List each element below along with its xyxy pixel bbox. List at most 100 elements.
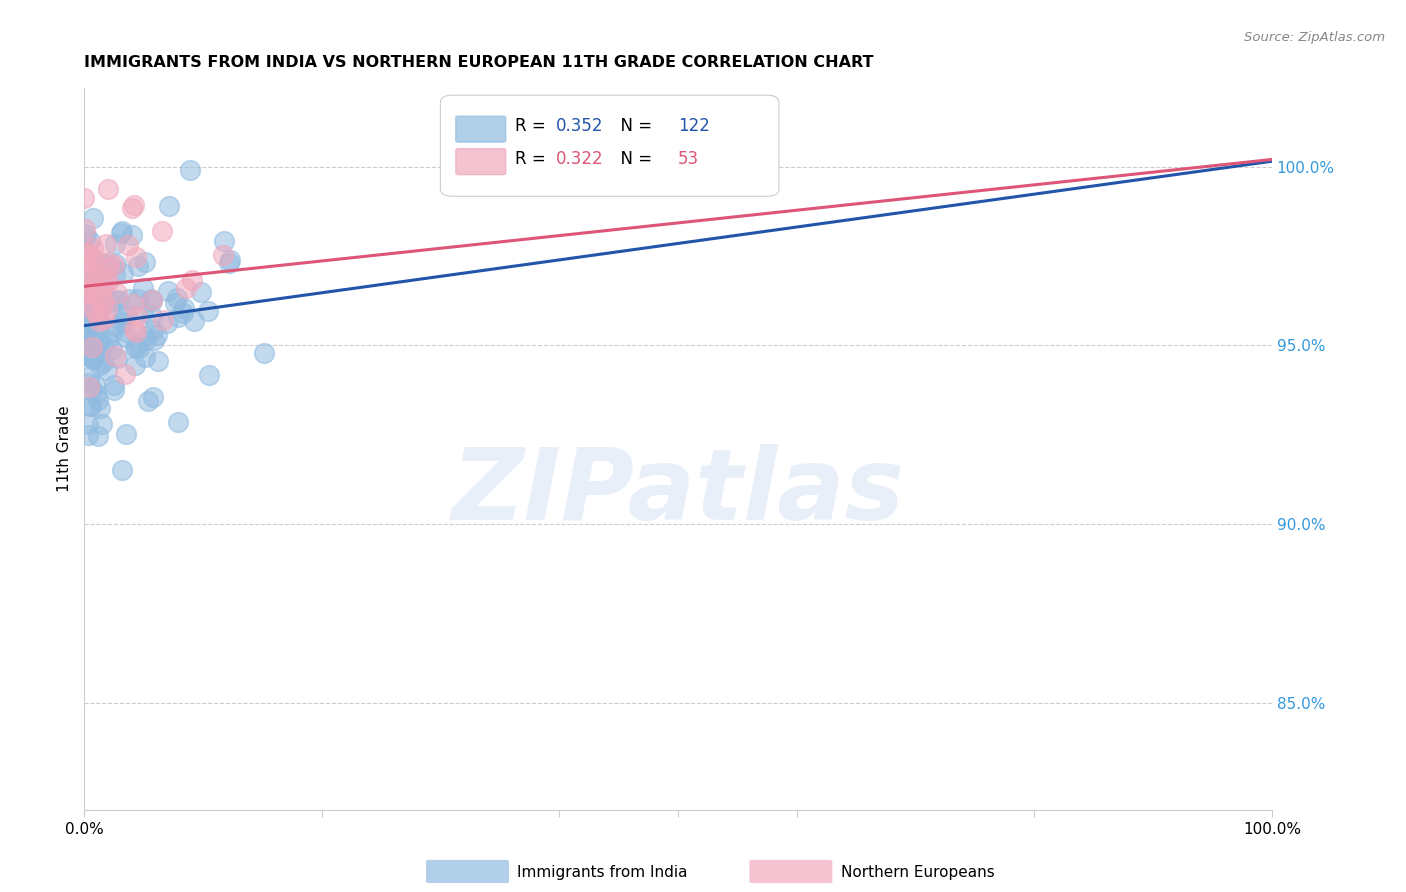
Point xyxy=(86,429,108,443)
Point xyxy=(181,273,204,287)
Point xyxy=(127,309,149,323)
Point xyxy=(131,281,153,295)
Point xyxy=(172,306,194,320)
Point xyxy=(91,293,114,308)
Point xyxy=(87,392,110,407)
Point xyxy=(117,237,139,252)
Point xyxy=(198,368,221,383)
Point xyxy=(111,224,134,238)
Point xyxy=(148,354,170,368)
Point xyxy=(77,417,100,431)
Point xyxy=(93,312,115,326)
Point xyxy=(91,297,114,311)
Point xyxy=(83,252,105,267)
Point xyxy=(87,314,110,328)
Point xyxy=(75,231,97,245)
Point xyxy=(101,342,124,356)
Point xyxy=(110,226,132,240)
Point xyxy=(122,297,145,311)
Point xyxy=(127,293,149,307)
Point xyxy=(212,234,235,248)
Point xyxy=(114,308,136,322)
Point xyxy=(114,367,136,381)
Point xyxy=(82,334,104,348)
Point xyxy=(103,377,125,392)
Point xyxy=(211,248,233,262)
Point xyxy=(73,191,96,205)
Point xyxy=(141,293,163,308)
Point xyxy=(114,330,136,344)
Point xyxy=(89,285,111,300)
Point xyxy=(135,333,157,347)
Point xyxy=(105,293,128,308)
Point xyxy=(82,351,104,366)
Point xyxy=(134,255,156,269)
Point xyxy=(156,284,179,298)
Point xyxy=(86,305,108,319)
Point xyxy=(105,257,128,271)
Point xyxy=(143,333,166,347)
Point xyxy=(132,305,155,319)
Point xyxy=(89,334,111,348)
Point xyxy=(82,303,104,318)
Point xyxy=(83,377,105,392)
Text: 122: 122 xyxy=(678,117,710,136)
Point xyxy=(156,317,179,331)
Point xyxy=(97,182,120,196)
FancyBboxPatch shape xyxy=(440,95,779,196)
Point xyxy=(97,256,120,270)
Point xyxy=(111,316,134,330)
Point xyxy=(73,326,96,341)
Text: R =: R = xyxy=(515,150,551,168)
Point xyxy=(80,331,103,345)
Point xyxy=(87,305,110,319)
Point xyxy=(82,351,104,366)
Point xyxy=(91,417,114,431)
Text: IMMIGRANTS FROM INDIA VS NORTHERN EUROPEAN 11TH GRADE CORRELATION CHART: IMMIGRANTS FROM INDIA VS NORTHERN EUROPE… xyxy=(84,55,873,70)
Point xyxy=(75,282,97,296)
Point xyxy=(98,296,121,310)
Point xyxy=(79,399,101,413)
Point xyxy=(124,358,146,372)
Point xyxy=(125,325,148,339)
Point xyxy=(80,249,103,263)
Point xyxy=(82,296,104,310)
Point xyxy=(76,427,98,442)
Point xyxy=(79,285,101,300)
Point xyxy=(80,349,103,363)
Point xyxy=(82,311,104,326)
Point xyxy=(146,328,169,343)
Point xyxy=(80,399,103,413)
Point xyxy=(142,390,165,404)
Point xyxy=(94,272,117,286)
Point xyxy=(173,301,195,316)
Point xyxy=(121,202,143,216)
Point xyxy=(77,380,100,394)
Point xyxy=(89,358,111,372)
Point xyxy=(176,280,198,294)
Point xyxy=(157,199,180,213)
Point xyxy=(122,198,145,212)
Point xyxy=(75,228,97,243)
Point xyxy=(89,401,111,416)
Point xyxy=(218,253,240,268)
Point xyxy=(80,314,103,328)
Point xyxy=(89,343,111,357)
Point xyxy=(141,293,163,307)
Point xyxy=(128,342,150,356)
Point xyxy=(87,323,110,337)
Point xyxy=(104,349,127,363)
Point xyxy=(105,351,128,365)
Text: R =: R = xyxy=(515,117,551,136)
Text: ZIPatlas: ZIPatlas xyxy=(451,444,904,541)
Point xyxy=(218,255,240,269)
Point xyxy=(134,329,156,343)
Point xyxy=(166,310,188,324)
Point xyxy=(79,300,101,314)
Point xyxy=(86,386,108,401)
Point xyxy=(97,333,120,347)
Text: 53: 53 xyxy=(678,150,699,168)
Point xyxy=(179,163,201,178)
Point xyxy=(103,383,125,397)
Point xyxy=(96,363,118,377)
